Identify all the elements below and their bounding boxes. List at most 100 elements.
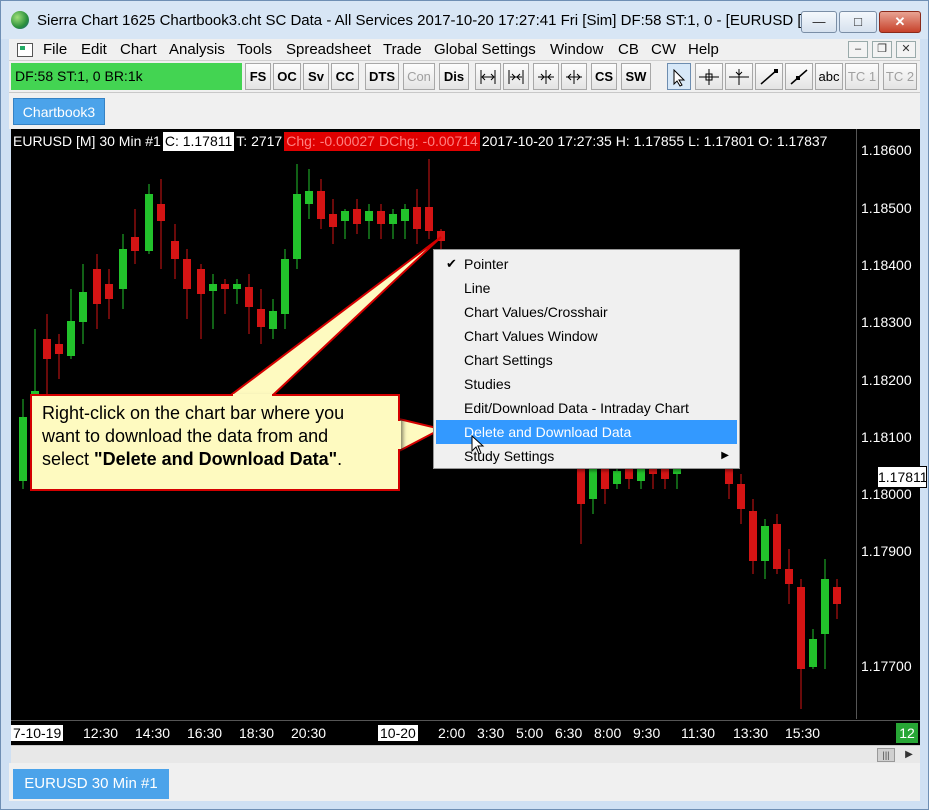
candle-body[interactable] xyxy=(821,579,829,634)
candle-body[interactable] xyxy=(119,249,127,289)
candle-body[interactable] xyxy=(93,269,101,304)
candle-body[interactable] xyxy=(55,344,63,354)
cs-button[interactable]: CS xyxy=(591,63,617,90)
candle-body[interactable] xyxy=(145,194,153,251)
candle-body[interactable] xyxy=(377,211,385,224)
horizontal-scrollbar[interactable]: ||| ▶ xyxy=(11,745,920,763)
candle-body[interactable] xyxy=(737,484,745,509)
menu-item-edit-download-data[interactable]: Edit/Download Data - Intraday Chart xyxy=(464,400,689,416)
close-button[interactable]: ✕ xyxy=(879,11,921,33)
price-axis[interactable]: 1.18600 1.18500 1.18400 1.18300 1.18200 … xyxy=(856,129,920,719)
scrollbar-thumb[interactable]: ||| xyxy=(877,748,895,762)
candle-body[interactable] xyxy=(625,469,633,479)
time-axis[interactable]: 7-10-19 12:30 14:30 16:30 18:30 20:30 10… xyxy=(11,720,920,745)
dts-button[interactable]: DTS xyxy=(365,63,399,90)
candle-body[interactable] xyxy=(809,639,817,667)
candle-body[interactable] xyxy=(19,417,27,481)
menu-analysis[interactable]: Analysis xyxy=(169,41,225,58)
menu-item-study-settings[interactable]: Study Settings ▶ xyxy=(436,444,737,468)
candle-body[interactable] xyxy=(725,459,733,484)
candle-body[interactable] xyxy=(329,214,337,227)
bar-spacing-increase-icon[interactable] xyxy=(561,63,587,90)
title-bar[interactable]: Sierra Chart 1625 Chartbook3.cht SC Data… xyxy=(1,1,928,39)
candle-body[interactable] xyxy=(79,292,87,322)
candle-body[interactable] xyxy=(661,459,669,479)
candle-body[interactable] xyxy=(413,207,421,229)
candle-body[interactable] xyxy=(305,191,313,204)
candle-body[interactable] xyxy=(833,587,841,604)
menu-edit[interactable]: Edit xyxy=(81,41,107,58)
fs-button[interactable]: FS xyxy=(245,63,271,90)
sw-button[interactable]: SW xyxy=(621,63,651,90)
candle-body[interactable] xyxy=(589,449,597,499)
tc2-button[interactable]: TC 2 xyxy=(883,63,917,90)
tab-eurusd-30min[interactable]: EURUSD 30 Min #1 xyxy=(13,769,169,799)
candle-body[interactable] xyxy=(761,526,769,561)
candle-body[interactable] xyxy=(105,284,113,299)
sv-button[interactable]: Sv xyxy=(303,63,329,90)
candle-body[interactable] xyxy=(245,287,253,307)
candle-body[interactable] xyxy=(797,587,805,669)
menu-chart[interactable]: Chart xyxy=(120,41,157,58)
menu-item-delete-and-download-data[interactable]: Delete and Download Data xyxy=(436,420,737,444)
candle-body[interactable] xyxy=(785,569,793,584)
line-tool-icon[interactable] xyxy=(755,63,783,90)
connect-button[interactable]: Con xyxy=(403,63,435,90)
menu-item-chart-values-crosshair[interactable]: Chart Values/Crosshair xyxy=(464,304,608,320)
menu-item-chart-values-window[interactable]: Chart Values Window xyxy=(464,328,598,344)
menu-file[interactable]: File xyxy=(43,41,68,58)
menu-cw[interactable]: CW xyxy=(651,41,676,58)
candle-body[interactable] xyxy=(197,269,205,294)
candle-body[interactable] xyxy=(773,524,781,569)
scale-narrow-icon[interactable] xyxy=(503,63,529,90)
tab-chartbook3[interactable]: Chartbook3 xyxy=(13,98,105,125)
candle-body[interactable] xyxy=(401,209,409,221)
mdi-restore-button[interactable]: ❐ xyxy=(872,41,892,58)
candle-body[interactable] xyxy=(131,237,139,251)
bar-spacing-decrease-icon[interactable] xyxy=(533,63,559,90)
candle-body[interactable] xyxy=(269,311,277,329)
menu-help[interactable]: Help xyxy=(688,41,719,58)
tc1-button[interactable]: TC 1 xyxy=(845,63,879,90)
candle-body[interactable] xyxy=(437,231,445,241)
cc-button[interactable]: CC xyxy=(331,63,359,90)
pointer-tool-icon[interactable] xyxy=(667,63,691,90)
text-tool-button[interactable]: abc xyxy=(815,63,843,90)
candle-body[interactable] xyxy=(341,211,349,221)
minimize-button[interactable]: — xyxy=(801,11,837,33)
candle-body[interactable] xyxy=(171,241,179,259)
candle-body[interactable] xyxy=(749,511,757,561)
candle-body[interactable] xyxy=(613,471,621,484)
crosshair-tool-icon[interactable] xyxy=(695,63,723,90)
candle-body[interactable] xyxy=(157,204,165,221)
candle-body[interactable] xyxy=(637,459,645,481)
menu-item-chart-settings[interactable]: Chart Settings xyxy=(464,352,553,368)
menu-spreadsheet[interactable]: Spreadsheet xyxy=(286,41,372,58)
scale-width-icon[interactable] xyxy=(475,63,501,90)
candle-body[interactable] xyxy=(601,469,609,489)
candle-body[interactable] xyxy=(281,259,289,314)
candle-body[interactable] xyxy=(209,284,217,291)
mdi-close-button[interactable]: ✕ xyxy=(896,41,916,58)
oc-button[interactable]: OC xyxy=(273,63,301,90)
candle-body[interactable] xyxy=(293,194,301,259)
menu-trade[interactable]: Trade xyxy=(383,41,422,58)
candle-body[interactable] xyxy=(317,191,325,219)
menu-item-line[interactable]: Line xyxy=(464,280,491,296)
menu-cb[interactable]: CB xyxy=(618,41,639,58)
maximize-button[interactable]: □ xyxy=(839,11,877,33)
ray-tool-icon[interactable] xyxy=(785,63,813,90)
candle-body[interactable] xyxy=(221,284,229,289)
values-tool-icon[interactable] xyxy=(725,63,753,90)
disconnect-button[interactable]: Dis xyxy=(439,63,469,90)
candle-body[interactable] xyxy=(425,207,433,231)
chart-window-icon[interactable] xyxy=(17,43,33,57)
menu-item-pointer[interactable]: ✔ Pointer xyxy=(436,252,737,276)
candle-body[interactable] xyxy=(43,339,51,359)
menu-item-studies[interactable]: Studies xyxy=(464,376,511,392)
menu-tools[interactable]: Tools xyxy=(237,41,273,58)
candle-body[interactable] xyxy=(353,209,361,224)
menu-window[interactable]: Window xyxy=(550,41,604,58)
candle-body[interactable] xyxy=(365,211,373,221)
candle-body[interactable] xyxy=(389,214,397,224)
